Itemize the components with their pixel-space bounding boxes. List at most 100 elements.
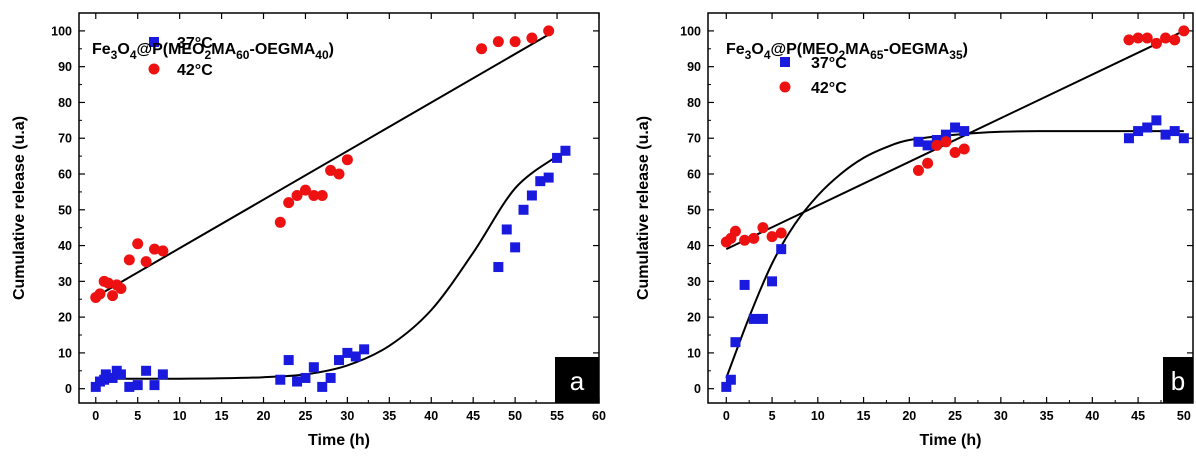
title-segment: Fe — [726, 41, 745, 58]
data-point-circle — [739, 234, 751, 246]
y-tick-label: 0 — [694, 382, 701, 396]
data-point-square — [493, 262, 504, 273]
panel-label-box — [1163, 357, 1193, 403]
y-tick-label: 0 — [65, 382, 72, 396]
legend-label: 37°C — [811, 55, 847, 72]
y-tick-label: 50 — [58, 203, 72, 217]
data-point-circle — [492, 36, 504, 48]
legend-marker-circle — [148, 63, 160, 75]
x-tick-label: 45 — [466, 409, 480, 423]
y-tick-label: 10 — [687, 346, 701, 360]
data-point-square — [510, 242, 521, 253]
data-point-square — [767, 276, 778, 287]
title-segment: ) — [963, 41, 968, 58]
x-tick-label: 10 — [173, 409, 187, 423]
x-tick-label: 25 — [298, 409, 312, 423]
x-tick-label: 30 — [340, 409, 354, 423]
title-subscript: 65 — [870, 48, 884, 62]
x-tick-label: 5 — [134, 409, 141, 423]
data-point-square — [959, 126, 970, 137]
x-tick-label: 55 — [550, 409, 564, 423]
data-point-circle — [283, 197, 295, 209]
data-point-square — [1178, 133, 1189, 144]
y-tick-label: 30 — [687, 275, 701, 289]
data-point-square — [124, 381, 135, 392]
data-point-circle — [1160, 32, 1172, 44]
y-tick-label: 100 — [680, 24, 701, 38]
data-point-square — [950, 122, 961, 133]
data-point-square — [1160, 129, 1171, 140]
data-point-circle — [333, 168, 345, 180]
title-segment: @P(MEO — [771, 41, 839, 58]
x-axis-label: Time (h) — [920, 432, 982, 449]
data-point-circle — [757, 222, 769, 234]
y-tick-label: 80 — [58, 96, 72, 110]
legend-marker-circle — [779, 81, 791, 93]
series-37c — [90, 145, 571, 392]
data-point-square — [1151, 115, 1162, 126]
x-tick-label: 30 — [994, 409, 1008, 423]
data-point-square — [334, 355, 344, 366]
data-point-square — [748, 313, 759, 324]
data-point-circle — [140, 256, 152, 268]
data-point-circle — [1132, 32, 1144, 44]
x-tick-label: 25 — [948, 409, 962, 423]
data-point-square — [776, 244, 787, 255]
data-point-circle — [912, 164, 924, 176]
data-point-square — [940, 129, 951, 140]
y-axis-label: Cumulative release (u.a) — [635, 116, 652, 300]
chart-title: Fe3O4@P(MEO2MA60-OEGMA40) — [92, 41, 334, 62]
data-point-square — [132, 380, 143, 391]
fit-curve-42c — [95, 33, 550, 298]
data-point-circle — [476, 43, 488, 55]
data-point-circle — [1169, 34, 1181, 46]
data-point-square — [526, 190, 537, 201]
title-segment: O — [117, 41, 129, 58]
y-tick-label: 90 — [687, 60, 701, 74]
data-point-circle — [94, 288, 106, 300]
data-point-square — [501, 224, 512, 235]
data-point-circle — [341, 154, 353, 166]
x-tick-label: 50 — [508, 409, 522, 423]
data-point-square — [922, 140, 933, 151]
x-tick-label: 60 — [592, 409, 606, 423]
title-segment: MA — [845, 41, 870, 58]
data-point-circle — [299, 184, 311, 196]
data-point-circle — [949, 147, 961, 159]
x-tick-label: 20 — [257, 409, 271, 423]
legend-label: 37°C — [177, 35, 213, 52]
data-point-circle — [526, 32, 538, 44]
data-point-square — [317, 381, 328, 392]
x-tick-label: 15 — [215, 409, 229, 423]
data-point-square — [292, 376, 303, 387]
data-point-square — [359, 344, 370, 355]
title-subscript: 60 — [236, 48, 250, 62]
title-subscript: 4 — [130, 48, 137, 62]
chart-panel-b: 0 5 10 15 20 25 30 35 40 45 50 0 10 20 30 40 50 60 70 80 90 1… — [635, 12, 1194, 449]
x-tick-label: 45 — [1131, 409, 1145, 423]
data-point-square — [275, 374, 286, 385]
title-segment: Fe — [92, 41, 111, 58]
x-tick-label: 0 — [723, 409, 730, 423]
x-tick-label: 0 — [92, 409, 99, 423]
data-point-circle — [157, 245, 169, 257]
y-tick-label: 60 — [58, 168, 72, 182]
data-point-square — [342, 347, 353, 358]
data-point-circle — [509, 36, 521, 48]
data-point-circle — [1150, 37, 1162, 49]
panel-label: b — [1171, 366, 1185, 396]
data-point-circle — [107, 290, 119, 302]
data-point-square — [725, 374, 736, 385]
data-point-square — [300, 372, 311, 383]
title-segment: -OEGMA — [249, 41, 315, 58]
legend-label: 42°C — [811, 80, 847, 97]
data-point-square — [308, 362, 319, 373]
data-point-square — [739, 279, 750, 290]
data-point-square — [141, 365, 152, 376]
y-tick-label: 80 — [687, 96, 701, 110]
data-point-square — [325, 372, 336, 383]
data-point-circle — [1123, 34, 1135, 46]
plot-frame — [78, 12, 600, 404]
data-point-circle — [940, 136, 952, 148]
data-point-circle — [729, 225, 741, 237]
